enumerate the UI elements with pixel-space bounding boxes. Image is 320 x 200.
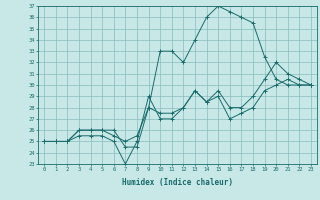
X-axis label: Humidex (Indice chaleur): Humidex (Indice chaleur) xyxy=(122,178,233,187)
